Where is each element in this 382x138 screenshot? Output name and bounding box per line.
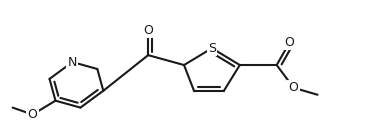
Text: O: O <box>289 81 299 94</box>
Text: O: O <box>28 108 37 121</box>
Text: O: O <box>285 36 295 49</box>
Text: S: S <box>208 42 216 55</box>
Text: N: N <box>68 56 77 69</box>
Text: O: O <box>143 24 153 37</box>
